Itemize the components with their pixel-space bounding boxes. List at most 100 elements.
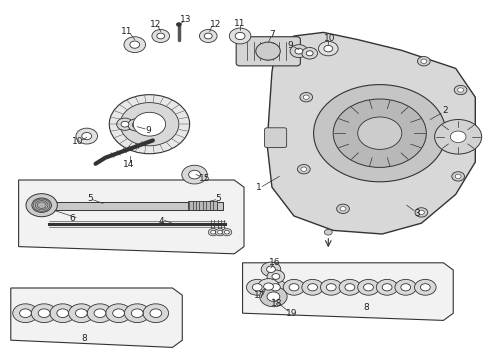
Circle shape (235, 32, 245, 40)
Text: 15: 15 (199, 174, 211, 183)
Circle shape (306, 51, 313, 56)
Circle shape (435, 120, 482, 154)
Circle shape (199, 30, 217, 42)
Text: 10: 10 (72, 137, 83, 146)
Circle shape (75, 309, 87, 318)
FancyBboxPatch shape (265, 128, 287, 148)
Text: 9: 9 (288, 41, 294, 50)
Circle shape (290, 45, 308, 58)
Circle shape (289, 284, 299, 291)
Circle shape (109, 95, 190, 154)
Text: 12: 12 (210, 20, 221, 29)
Circle shape (131, 309, 143, 318)
Circle shape (260, 287, 287, 307)
FancyBboxPatch shape (188, 201, 217, 210)
Circle shape (124, 37, 146, 53)
Circle shape (300, 93, 313, 102)
Text: 12: 12 (150, 20, 162, 29)
Text: 8: 8 (364, 303, 369, 312)
Polygon shape (11, 288, 182, 347)
Circle shape (314, 85, 446, 182)
Circle shape (82, 132, 92, 140)
Circle shape (211, 230, 216, 234)
Circle shape (38, 309, 50, 318)
Circle shape (208, 229, 218, 236)
Text: 14: 14 (122, 160, 134, 169)
Circle shape (258, 279, 279, 294)
Circle shape (395, 279, 416, 295)
Circle shape (215, 229, 225, 236)
Text: 6: 6 (70, 214, 75, 223)
Circle shape (204, 33, 212, 39)
Circle shape (283, 279, 305, 295)
Text: 5: 5 (215, 194, 221, 202)
Circle shape (256, 42, 280, 60)
Text: 10: 10 (323, 35, 335, 44)
Circle shape (224, 230, 229, 234)
Circle shape (302, 279, 323, 295)
Circle shape (270, 284, 280, 291)
Circle shape (267, 292, 280, 301)
Circle shape (455, 174, 461, 179)
Circle shape (57, 309, 69, 318)
Circle shape (320, 279, 342, 295)
Circle shape (376, 279, 398, 295)
Circle shape (120, 103, 179, 146)
Circle shape (364, 284, 373, 291)
Circle shape (124, 304, 150, 323)
Circle shape (358, 117, 402, 149)
Text: 19: 19 (286, 309, 298, 318)
Circle shape (295, 48, 303, 54)
Circle shape (229, 28, 251, 44)
Polygon shape (243, 263, 453, 320)
Circle shape (420, 284, 430, 291)
Circle shape (94, 309, 106, 318)
Text: 13: 13 (180, 15, 192, 24)
FancyBboxPatch shape (236, 37, 300, 66)
Circle shape (301, 167, 307, 171)
Circle shape (133, 112, 166, 136)
Polygon shape (19, 180, 244, 254)
Circle shape (418, 210, 424, 215)
Circle shape (31, 304, 57, 323)
Circle shape (121, 121, 129, 127)
Text: 9: 9 (145, 126, 151, 135)
Circle shape (324, 45, 333, 52)
Circle shape (132, 122, 140, 128)
Circle shape (421, 59, 427, 63)
Circle shape (308, 284, 318, 291)
Circle shape (417, 57, 430, 66)
Circle shape (333, 99, 426, 167)
Circle shape (345, 284, 355, 291)
Circle shape (106, 304, 131, 323)
Text: 8: 8 (81, 334, 87, 343)
Circle shape (69, 304, 94, 323)
Circle shape (218, 230, 222, 234)
Text: 7: 7 (269, 30, 275, 39)
Circle shape (128, 119, 145, 131)
Circle shape (113, 309, 124, 318)
Circle shape (265, 279, 286, 295)
Circle shape (150, 309, 162, 318)
Circle shape (326, 284, 336, 291)
Circle shape (26, 194, 57, 217)
Circle shape (87, 304, 113, 323)
Circle shape (458, 88, 464, 92)
Circle shape (264, 283, 273, 290)
Text: 16: 16 (269, 258, 280, 266)
Circle shape (401, 284, 411, 291)
Circle shape (303, 95, 309, 99)
Circle shape (152, 30, 170, 42)
Circle shape (267, 270, 285, 283)
Text: 18: 18 (271, 299, 283, 307)
Circle shape (339, 279, 361, 295)
Circle shape (382, 284, 392, 291)
Text: 1: 1 (256, 184, 262, 193)
Circle shape (189, 170, 200, 179)
Text: 17: 17 (254, 292, 266, 300)
Circle shape (302, 48, 318, 59)
Circle shape (76, 128, 98, 144)
Circle shape (182, 165, 207, 184)
Circle shape (252, 284, 262, 291)
Text: 11: 11 (121, 27, 132, 36)
